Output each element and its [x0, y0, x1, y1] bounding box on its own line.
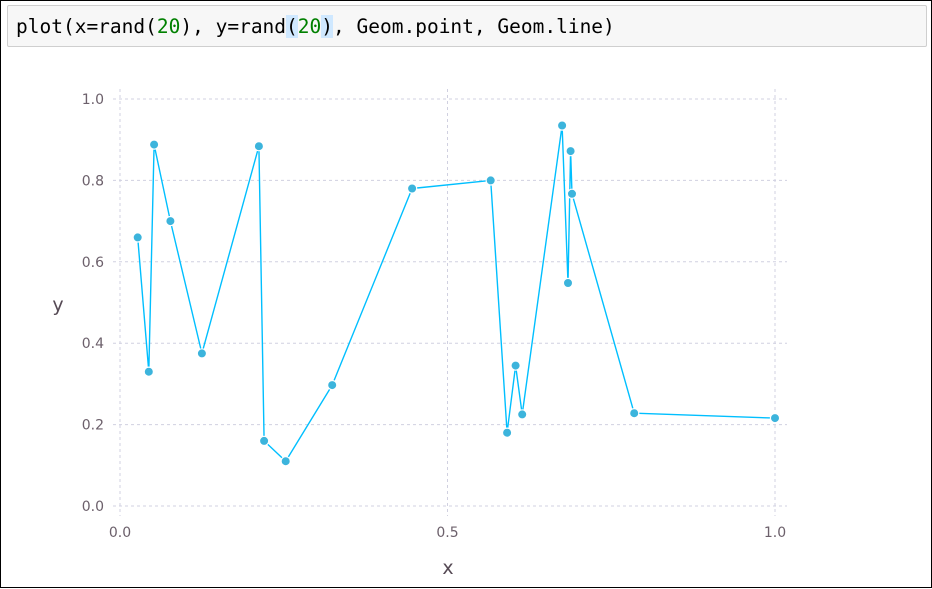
code-suffix: , Geom.point, Geom.line) — [333, 15, 615, 38]
code-close-paren: ) — [321, 15, 334, 38]
series-line — [137, 124, 776, 462]
y-tick-label: 0.0 — [82, 499, 104, 515]
data-point — [196, 348, 208, 359]
data-point — [565, 145, 576, 157]
code-text: plot(x=rand(20), y=rand(20), Geom.point,… — [16, 15, 615, 39]
y-tick-label: 0.6 — [82, 255, 104, 271]
code-open-paren: ( — [286, 15, 298, 38]
data-point — [562, 277, 574, 289]
y-tick-label: 1.0 — [82, 92, 104, 108]
data-point — [253, 140, 265, 152]
x-tick-label: 1.0 — [764, 525, 786, 541]
data-point — [510, 360, 521, 371]
x-tick-label: 0.5 — [436, 525, 458, 541]
data-point — [485, 175, 496, 186]
data-point — [280, 456, 291, 467]
data-point — [629, 408, 640, 419]
data-point — [327, 379, 338, 391]
data-point — [517, 409, 528, 420]
data-point — [258, 435, 270, 447]
grid-layer — [113, 89, 787, 516]
data-point — [769, 412, 781, 424]
code-middle: ), y=rand — [180, 15, 287, 38]
data-point — [406, 183, 418, 194]
x-tick-label: 0.0 — [109, 525, 131, 541]
code-number-2: 20 — [297, 15, 322, 38]
data-point — [132, 232, 143, 243]
data-point — [556, 120, 568, 131]
data-point — [165, 215, 176, 227]
y-tick-label: 0.2 — [82, 418, 104, 434]
data-point — [566, 188, 578, 199]
y-tick-label: 0.4 — [82, 336, 104, 352]
data-point — [501, 427, 513, 438]
y-tick-label: 0.8 — [82, 173, 104, 189]
y-axis-label: y — [52, 294, 63, 316]
x-axis-label: x — [442, 557, 453, 579]
data-point — [143, 366, 154, 377]
series-layer — [132, 120, 781, 467]
data-point — [148, 139, 160, 150]
code-number-1: 20 — [156, 15, 181, 38]
code-cell[interactable]: plot(x=rand(20), y=rand(20), Geom.point,… — [7, 5, 927, 47]
tick-layer: 0.0 0.2 0.4 0.6 0.8 1.0 0.0 0.5 1.0 — [82, 92, 786, 541]
code-prefix: plot(x=rand( — [16, 15, 157, 38]
